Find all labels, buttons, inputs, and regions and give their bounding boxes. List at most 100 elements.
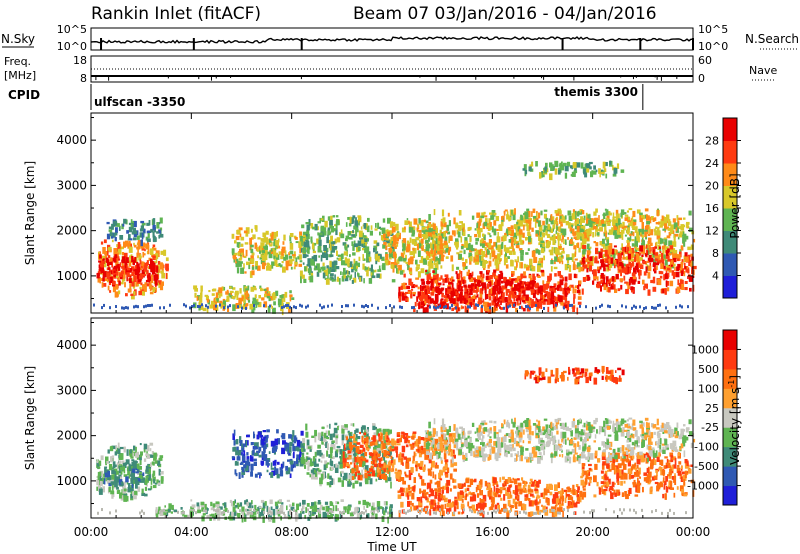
echo-cell (555, 221, 559, 225)
echo-cell (133, 291, 136, 296)
echo-cell (475, 241, 478, 245)
echo-cell (465, 259, 468, 264)
echo-cell (620, 247, 623, 251)
echo-cell (453, 217, 456, 225)
echo-cell (107, 476, 110, 481)
echo-cell (508, 239, 512, 243)
echo-cell (574, 285, 578, 288)
echo-cell (387, 470, 389, 474)
echo-cell (402, 462, 404, 466)
ground-scatter-cell (455, 306, 457, 310)
echo-cell (379, 231, 381, 236)
echo-cell (457, 307, 460, 312)
echo-cell (595, 242, 599, 247)
echo-cell (114, 254, 118, 258)
echo-cell (554, 210, 559, 214)
echo-cell (276, 473, 280, 479)
echo-cell (268, 239, 272, 243)
echo-cell (474, 228, 477, 231)
echo-cell (463, 276, 466, 281)
echo-cell (606, 286, 609, 293)
echo-cell (120, 270, 124, 275)
echo-cell (497, 244, 502, 252)
echo-cell (526, 225, 530, 231)
echo-cell (425, 234, 429, 239)
echo-cell (540, 240, 545, 243)
ground-scatter-cell (135, 304, 137, 308)
ground-scatter-cell (137, 305, 139, 309)
echo-cell (335, 266, 340, 270)
echo-cell (152, 231, 155, 238)
echo-cell (128, 483, 131, 489)
echo-cell (559, 255, 563, 263)
echo-cell (457, 231, 461, 238)
echo-cell (629, 263, 633, 268)
echo-cell (526, 208, 530, 212)
echo-cell (298, 263, 302, 267)
echo-cell (589, 166, 592, 170)
echo-cell (381, 473, 384, 479)
echo-cell (631, 216, 634, 224)
echo-cell (289, 441, 293, 446)
echo-cell (460, 271, 463, 278)
echo-cell (479, 293, 483, 300)
echo-cell (490, 279, 494, 285)
echo-cell (621, 252, 624, 256)
echo-cell (151, 451, 154, 455)
echo-cell (245, 288, 248, 292)
echo-cell (291, 436, 294, 441)
echo-cell (430, 292, 435, 296)
echo-cell (664, 239, 668, 246)
echo-cell (498, 278, 501, 286)
echo-cell (239, 233, 242, 238)
echo-cell (375, 253, 378, 261)
echo-cell (304, 266, 307, 272)
echo-cell (260, 253, 263, 258)
echo-cell (303, 241, 307, 247)
echo-cell (291, 297, 295, 300)
echo-cell (574, 221, 577, 226)
echo-cell (605, 230, 607, 237)
echo-cell (562, 216, 566, 224)
echo-cell (505, 289, 510, 293)
echo-cell (413, 218, 418, 225)
echo-cell (422, 466, 426, 472)
ground-scatter-cell (185, 304, 187, 308)
echo-cell (360, 456, 364, 460)
echo-cell (335, 229, 338, 236)
ground-scatter-cell (625, 305, 627, 309)
echo-cell (115, 227, 118, 234)
echo-cell (664, 288, 667, 295)
echo-cell (260, 242, 263, 248)
ground-scatter-cell (507, 305, 509, 309)
echo-cell (688, 227, 693, 232)
echo-cell (133, 242, 135, 246)
echo-cell (136, 263, 140, 268)
echo-cell (614, 249, 617, 252)
echo-cell (250, 286, 255, 292)
echo-cell (332, 215, 335, 218)
echo-cell (340, 271, 342, 275)
echo-cell (426, 304, 431, 308)
echo-cell (505, 247, 510, 254)
echo-cell (381, 450, 384, 453)
echo-cell (468, 295, 471, 300)
echo-cell (146, 270, 149, 275)
echo-cell (439, 229, 442, 237)
echo-cell (412, 291, 416, 295)
echo-cell (644, 230, 647, 238)
echo-cell (672, 241, 677, 247)
echo-cell (388, 260, 391, 265)
ground-scatter-cell (569, 303, 571, 307)
echo-cell (128, 226, 132, 233)
echo-cell (381, 227, 386, 235)
ground-scatter-cell (301, 304, 303, 308)
echo-cell (438, 249, 441, 253)
echo-cell (322, 272, 326, 279)
echo-cell (432, 237, 435, 245)
echo-cell (560, 228, 563, 233)
echo-cell (409, 221, 412, 227)
echo-cell (532, 293, 536, 299)
echo-cell (152, 244, 156, 248)
